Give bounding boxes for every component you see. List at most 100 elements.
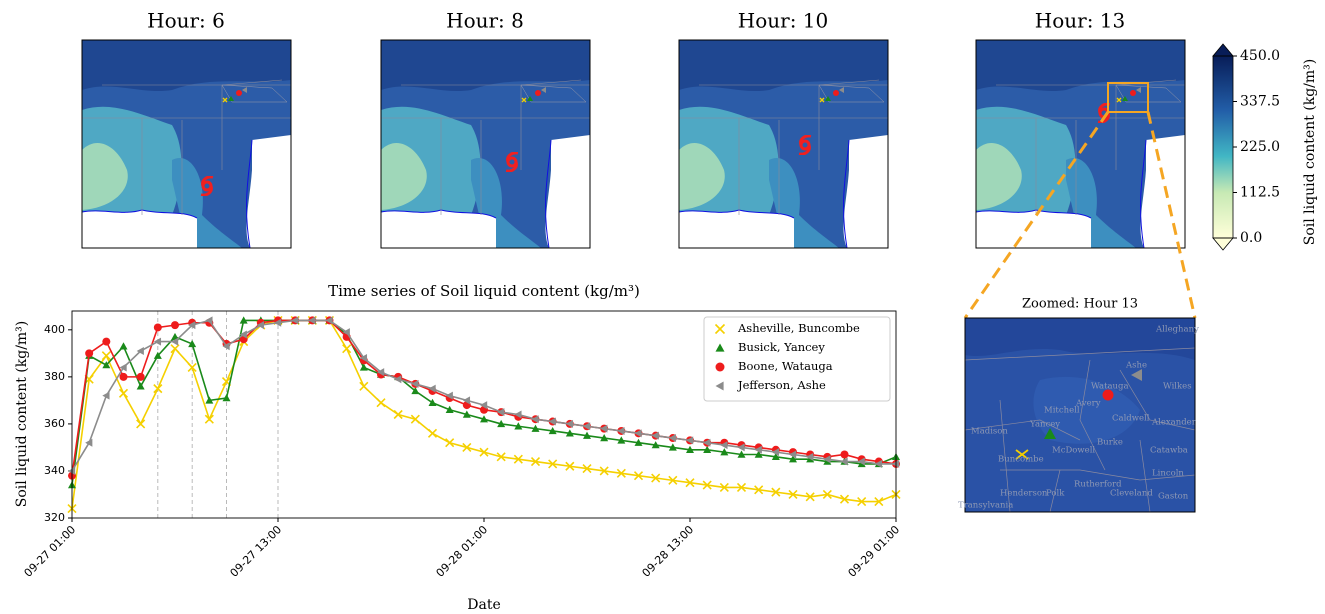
marker [634, 429, 642, 438]
maps: Hour: 6 Hour: 8 Hour: 10 Hour: 13 [81, 9, 1197, 319]
map-title: Hour: 8 [446, 9, 524, 33]
marker [668, 434, 677, 443]
colorbar-tick-label: 450.0 [1240, 48, 1280, 64]
county-label: Polk [1046, 489, 1065, 499]
y-tick-label: 320 [44, 511, 65, 524]
marker [325, 316, 333, 325]
county-label: Avery [1075, 399, 1101, 409]
zoom-panel: Zoomed: Hour 13 Alleghany Ashe Wilkes Watau… [958, 297, 1199, 513]
marker [633, 471, 644, 481]
county-label: Henderson [1000, 489, 1048, 499]
marker [565, 461, 575, 471]
marker [582, 464, 592, 474]
marker [634, 438, 643, 446]
marker [685, 478, 695, 488]
y-tick-label: 380 [44, 370, 65, 383]
marker [445, 391, 453, 400]
marker [720, 441, 728, 450]
county-label: Mitchell [1044, 406, 1080, 416]
legend-label: Boone, Watauga [738, 359, 833, 373]
county-label: Catawba [1150, 446, 1188, 456]
colorbar-tick-label: 112.5 [1240, 185, 1280, 201]
colorbar-tick-label: 337.5 [1240, 94, 1280, 110]
marker [703, 445, 712, 453]
plot-frame [71, 310, 897, 519]
colorbar-extend [1212, 237, 1234, 251]
zoom-frame [964, 317, 1196, 513]
marker [222, 342, 230, 351]
county-label: Lincoln [1152, 469, 1184, 479]
marker [737, 443, 745, 452]
marker [205, 396, 214, 404]
marker [119, 372, 128, 381]
colorbar-gradient [1213, 56, 1233, 238]
marker [565, 419, 574, 428]
marker [393, 409, 403, 420]
marker [513, 454, 523, 464]
marker [153, 351, 162, 359]
map-frame [678, 39, 889, 249]
marker [668, 443, 677, 451]
marker [480, 401, 488, 410]
legend-label: Asheville, Buncombe [737, 321, 860, 335]
marker [188, 321, 196, 330]
county-label: McDowell [1052, 446, 1095, 456]
colorbar-tick-label: 0.0 [1240, 230, 1262, 246]
marker [102, 337, 111, 346]
county-label: Cleveland [1110, 489, 1153, 499]
marker [462, 410, 471, 418]
legend-label: Busick, Yancey [738, 340, 825, 354]
marker [531, 415, 539, 424]
marker [771, 487, 781, 497]
x-tick-label: 09-29 01:00 [846, 523, 903, 580]
marker [171, 321, 179, 330]
map-frame [81, 39, 292, 249]
marker [857, 496, 867, 507]
marker [153, 323, 162, 332]
marker [857, 457, 865, 466]
map-panel [679, 40, 888, 248]
county-label: Alexander [1151, 418, 1197, 428]
marker [754, 450, 763, 458]
legend-marker [715, 362, 725, 372]
marker [410, 414, 420, 424]
marker [514, 422, 523, 430]
marker [874, 496, 884, 507]
marker [376, 398, 386, 408]
marker [548, 417, 556, 426]
county-label: Alleghany [1155, 325, 1199, 335]
marker [428, 398, 437, 406]
zoom-title: Zoomed: Hour 13 [1022, 297, 1138, 312]
y-axis-label: Soil liquid content (kg/m³) [14, 321, 30, 508]
marker [754, 445, 762, 454]
county-label: Gaston [1158, 492, 1189, 502]
y-tick-label: 340 [44, 464, 65, 477]
marker [737, 450, 746, 458]
line-chart: Time series of Soil liquid content (kg/m… [14, 282, 902, 613]
chart-title: Time series of Soil liquid content (kg/m… [328, 282, 640, 300]
legend-label: Jefferson, Ashe [737, 378, 826, 392]
map-title: Hour: 10 [738, 9, 828, 33]
zoom-box [1107, 82, 1149, 113]
map-panel [82, 40, 291, 248]
marker [359, 363, 368, 371]
marker [445, 438, 455, 448]
marker [153, 337, 162, 346]
marker [291, 316, 299, 325]
marker [222, 394, 231, 402]
marker [617, 436, 626, 444]
county-label: Buncombe [998, 455, 1044, 465]
county-label: Wilkes [1163, 382, 1192, 392]
x-tick-label: 09-28 01:00 [434, 523, 491, 580]
marker [789, 455, 797, 463]
county-label: Watauga [1091, 382, 1129, 392]
marker [377, 368, 385, 377]
marker [771, 452, 780, 461]
marker [119, 342, 128, 350]
marker [822, 489, 832, 500]
marker [651, 431, 659, 440]
marker [583, 431, 591, 439]
marker [840, 457, 848, 466]
marker [479, 447, 489, 457]
marker [788, 489, 798, 500]
